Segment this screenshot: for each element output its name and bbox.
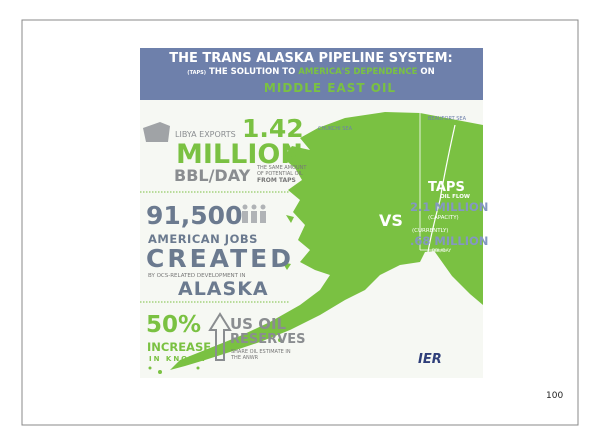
text: MILLION [176,139,303,170]
border-line [419,113,445,251]
pipeline [427,124,456,253]
number: 1.42 [242,114,304,143]
text: .68 MILLION [410,234,489,248]
text: RESERVES [230,332,306,347]
text: ALASKA [178,278,269,300]
text: THE SAME AMOUNT [257,165,307,171]
text: 2.1 MILLION [410,200,489,214]
header-title: THE TRANS ALASKA PIPELINE SYSTEM: [169,51,453,66]
slide-border [21,19,579,426]
text: OF POTENTIAL OIL [257,171,303,177]
text: SHARE OIL ESTIMATE IN [231,349,291,355]
note: THE SAME AMOUNT OF POTENTIAL OIL FROM TAPS [257,165,306,184]
text: INCREASE [147,340,212,354]
up-arrow [208,312,232,361]
libya-icon [143,122,170,142]
text: FROM TAPS [257,177,296,184]
text: THE SOLUTION TO [209,67,296,77]
header-line3: MIDDLE EAST OIL [263,81,397,95]
text: VS [379,211,403,230]
text: (CAPACITY) [428,215,459,221]
text: ON [420,67,435,77]
note: SHARE OIL ESTIMATE IN THE ANWR [231,349,291,361]
text: BY OCS-RELATED DEVELOPMENT IN [148,273,246,279]
number: 50% [146,312,202,338]
text: IN KNOWN [149,355,207,363]
text: LIBYA EXPORTS [175,130,236,139]
text: AMERICAN JOBS [148,232,258,246]
text: BBL/DAY [174,166,251,185]
number: 91,500 [146,201,243,230]
text: OIL FLOW [440,194,470,200]
map-label: CHUKCHI SEA [318,126,352,132]
header-band [140,48,483,100]
text: CREATED [146,244,294,273]
alaska-map [148,112,483,374]
text: (TAPS) [187,70,207,76]
text: (CURRENTLY) [412,228,449,234]
people-icons [242,204,266,223]
header-subtitle: (TAPS) THE SOLUTION TO AMERICA'S DEPENDE… [0,68,600,77]
page-number: 100 [546,391,564,401]
text: TAPS [428,180,465,195]
text: THE ANWR [231,355,259,361]
text: BBL/DAY [432,249,452,254]
map-label: BEAUFORT SEA [428,116,466,122]
text: US OIL [230,315,287,333]
logo: IER [418,352,442,367]
text: AMERICA'S DEPENDENCE [298,67,418,77]
